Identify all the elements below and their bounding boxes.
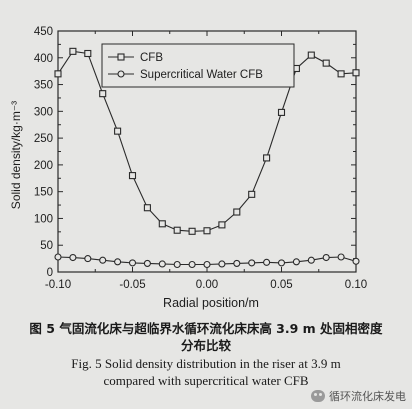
- y-axis-label: Solid density/kg·m⁻³: [9, 101, 23, 209]
- y-tick-label: 450: [34, 26, 53, 38]
- y-tick-label: 400: [34, 53, 53, 65]
- legend-marker: [117, 70, 125, 78]
- caption-cn-line1: 图 5 气固流化床与超临界水循环流化床床高 3.9 m 处固相密度: [29, 321, 383, 336]
- x-tick-label: 0.00: [196, 279, 218, 291]
- x-tick-label: 0.10: [345, 279, 367, 291]
- data-point: [69, 47, 77, 55]
- series-cfb: [54, 47, 360, 235]
- data-point: [99, 90, 107, 98]
- data-point: [173, 226, 181, 234]
- caption-en-line2: compared with supercritical water CFB: [103, 373, 309, 388]
- y-tick-label: 300: [34, 106, 53, 118]
- caption-cn-line2: 分布比较: [180, 338, 231, 353]
- data-point: [218, 260, 226, 268]
- data-point: [352, 69, 360, 77]
- x-tick-label: -0.10: [45, 279, 71, 291]
- data-point: [233, 259, 241, 267]
- y-tick-label: 0: [47, 267, 53, 279]
- data-point: [203, 260, 211, 269]
- data-point: [114, 258, 122, 266]
- axes-group: -0.10 -0.05 0.00 0.05 0.10 0 50 100 150 200 250 300…: [34, 26, 367, 291]
- data-point: [263, 154, 271, 162]
- y-tick-label: 200: [34, 160, 53, 172]
- legend-label: Supercritical Water CFB: [140, 69, 263, 81]
- data-point: [277, 259, 286, 267]
- solid-density-chart: -0.10 -0.05 0.00 0.05 0.10 0 50 100 150 200 250 300…: [9, 26, 367, 310]
- data-point: [84, 49, 92, 58]
- data-point: [218, 221, 226, 229]
- data-point: [352, 257, 360, 265]
- data-point: [188, 227, 196, 235]
- data-point: [203, 227, 211, 235]
- data-point: [54, 70, 62, 78]
- series-group: [54, 47, 360, 269]
- data-point: [114, 127, 122, 135]
- data-point: [322, 253, 330, 262]
- series-supercritical-water-cfb: [54, 253, 360, 269]
- legend: CFB Supercritical Water CFB: [101, 43, 295, 88]
- data-point: [143, 259, 151, 267]
- y-tick-label: 250: [34, 133, 53, 145]
- data-point: [263, 258, 271, 266]
- legend-box: [101, 43, 295, 88]
- y-tick-label: 50: [40, 240, 53, 252]
- legend-marker: [117, 53, 125, 61]
- data-point: [188, 260, 196, 269]
- data-point: [69, 253, 77, 262]
- data-point: [292, 258, 300, 266]
- data-point: [158, 220, 166, 228]
- data-point: [307, 256, 315, 264]
- wechat-icon: [311, 390, 325, 402]
- data-point: [128, 259, 137, 267]
- data-point: [307, 51, 315, 59]
- x-axis-label: Radial position/m: [163, 296, 259, 310]
- data-point: [173, 260, 181, 269]
- legend-label: CFB: [140, 52, 163, 64]
- data-point: [277, 108, 286, 116]
- data-point: [322, 59, 330, 67]
- data-point: [337, 253, 345, 261]
- data-point: [248, 190, 256, 198]
- data-point: [248, 259, 256, 267]
- data-point: [337, 70, 345, 78]
- data-point: [158, 260, 166, 268]
- caption-en-line1: Fig. 5 Solid density distribution in the…: [71, 356, 341, 371]
- data-point: [143, 204, 151, 212]
- y-tick-label: 350: [34, 80, 53, 92]
- x-tick-label: 0.05: [270, 279, 292, 291]
- data-point: [128, 172, 137, 180]
- data-point: [99, 256, 107, 264]
- watermark: 循环流化床发电: [311, 388, 406, 404]
- x-tick-label: -0.05: [119, 279, 145, 291]
- data-point: [84, 255, 92, 263]
- data-point: [233, 208, 241, 216]
- watermark-text: 循环流化床发电: [329, 390, 406, 403]
- data-point: [54, 253, 62, 261]
- y-tick-label: 150: [34, 187, 53, 199]
- y-tick-label: 100: [34, 213, 53, 225]
